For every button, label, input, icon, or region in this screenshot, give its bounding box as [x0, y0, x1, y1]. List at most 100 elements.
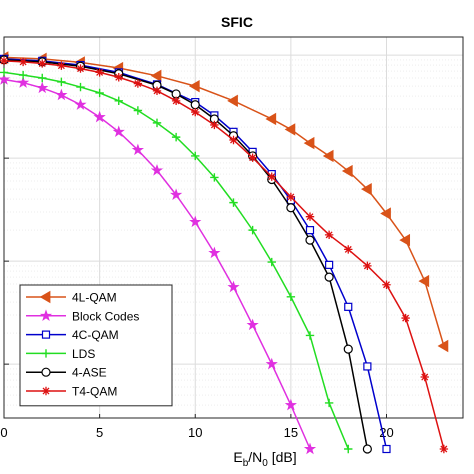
data-point-4-ase: [305, 235, 315, 245]
legend-label-lds: LDS: [72, 347, 95, 361]
data-point-block-codes: [265, 357, 278, 370]
data-point-4l-qam: [380, 207, 391, 220]
series-4l-qam: [0, 51, 449, 353]
data-point-lds: [210, 173, 219, 182]
series-block-codes: [0, 73, 317, 455]
data-point-lds: [267, 257, 276, 267]
legend-label-t4-qam: T4-QAM: [72, 385, 117, 399]
data-point-t4-qam: [363, 261, 372, 271]
legend-box: [19, 284, 173, 407]
data-point-t4-qam: [439, 444, 449, 454]
series-t4-qam: [0, 56, 449, 454]
data-point-4c-qam: [305, 226, 315, 235]
data-point-4c-qam: [363, 362, 372, 371]
data-point-lds: [324, 398, 334, 408]
data-point-lds: [229, 198, 238, 207]
data-point-block-codes: [189, 215, 202, 228]
data-point-4c-qam: [382, 444, 391, 454]
data-point-t4-qam: [38, 59, 47, 68]
data-point-t4-qam: [210, 120, 219, 130]
data-point-lds: [191, 151, 200, 161]
series-lds: [0, 68, 353, 454]
data-point-4l-qam: [437, 339, 449, 353]
data-point-t4-qam: [286, 192, 296, 202]
x-tick-label: 10: [188, 425, 202, 440]
legend-marker-4l-qam: [39, 290, 51, 304]
data-point-lds: [305, 331, 315, 340]
legend: 4L-QAM Block Codes 4C-QAM LDS 4-ASE T4-QAM: [19, 284, 173, 407]
data-point-t4-qam: [95, 68, 104, 77]
legend-marker-4-ase: [41, 367, 51, 377]
data-point-t4-qam: [420, 372, 429, 382]
data-point-lds: [286, 292, 296, 302]
data-point-t4-qam: [305, 212, 315, 221]
data-point-t4-qam: [57, 61, 66, 70]
legend-marker-lds: [41, 349, 51, 358]
data-point-t4-qam: [382, 280, 391, 289]
chart-title: SFIC: [221, 14, 253, 30]
data-point-block-codes: [246, 318, 259, 331]
legend-label-block-codes: Block Codes: [72, 309, 139, 323]
legend-marker-block-codes: [39, 309, 53, 321]
data-point-4l-qam: [265, 112, 277, 126]
data-point-block-codes: [112, 125, 125, 138]
data-point-lds: [76, 82, 85, 92]
data-point-t4-qam: [133, 79, 143, 88]
data-point-lds: [95, 88, 104, 98]
data-point-t4-qam: [324, 230, 334, 240]
data-point-4l-qam: [418, 274, 430, 288]
data-point-lds: [171, 132, 181, 142]
legend-label-4-ase: 4-ASE: [72, 366, 107, 380]
data-point-4l-qam: [188, 79, 200, 93]
data-point-block-codes: [131, 143, 144, 156]
data-point-4c-qam: [325, 260, 334, 269]
data-point-4-ase: [343, 344, 353, 354]
data-point-4-ase: [362, 444, 372, 454]
data-point-t4-qam: [401, 313, 410, 323]
data-point-4-ase: [286, 203, 296, 213]
data-point-4l-qam: [399, 233, 411, 247]
data-point-block-codes: [36, 81, 49, 94]
data-point-block-codes: [93, 110, 106, 123]
data-point-4l-qam: [361, 182, 372, 196]
data-point-block-codes: [74, 98, 87, 110]
data-point-block-codes: [227, 280, 240, 293]
data-point-t4-qam: [267, 172, 276, 181]
data-point-block-codes: [150, 164, 164, 176]
data-point-block-codes: [170, 188, 183, 201]
data-point-lds: [18, 70, 28, 80]
data-point-t4-qam: [18, 57, 28, 67]
data-point-lds: [133, 106, 143, 115]
data-point-block-codes: [303, 442, 317, 455]
data-point-lds: [0, 68, 9, 77]
data-point-4-ase: [190, 100, 200, 110]
data-point-4l-qam: [322, 149, 334, 163]
data-point-block-codes: [0, 73, 11, 85]
data-point-lds: [344, 444, 353, 454]
data-point-t4-qam: [114, 73, 123, 82]
data-point-4l-qam: [227, 94, 238, 108]
data-point-4l-qam: [303, 136, 315, 150]
data-point-lds: [38, 73, 47, 83]
data-point-block-codes: [208, 246, 221, 259]
data-point-block-codes: [17, 76, 30, 88]
series-layer: [0, 51, 449, 455]
data-point-t4-qam: [76, 64, 85, 73]
x-tick-label: 5: [96, 425, 103, 440]
data-point-t4-qam: [248, 153, 257, 162]
data-point-lds: [248, 225, 257, 235]
x-axis-label: Eb/N0 [dB]: [233, 449, 296, 469]
legend-label-4c-qam: 4C-QAM: [72, 328, 119, 342]
data-point-4l-qam: [284, 123, 296, 136]
plot-area: [3, 36, 464, 419]
data-point-t4-qam: [229, 135, 238, 145]
legend-marker-t4-qam: [41, 386, 51, 396]
data-point-t4-qam: [344, 245, 353, 254]
legend-marker-4c-qam: [41, 330, 51, 339]
data-point-t4-qam: [0, 56, 9, 66]
data-point-t4-qam: [152, 86, 162, 96]
data-point-4-ase: [324, 272, 334, 282]
data-point-block-codes: [55, 88, 68, 101]
x-tick-label: 0: [0, 425, 7, 440]
